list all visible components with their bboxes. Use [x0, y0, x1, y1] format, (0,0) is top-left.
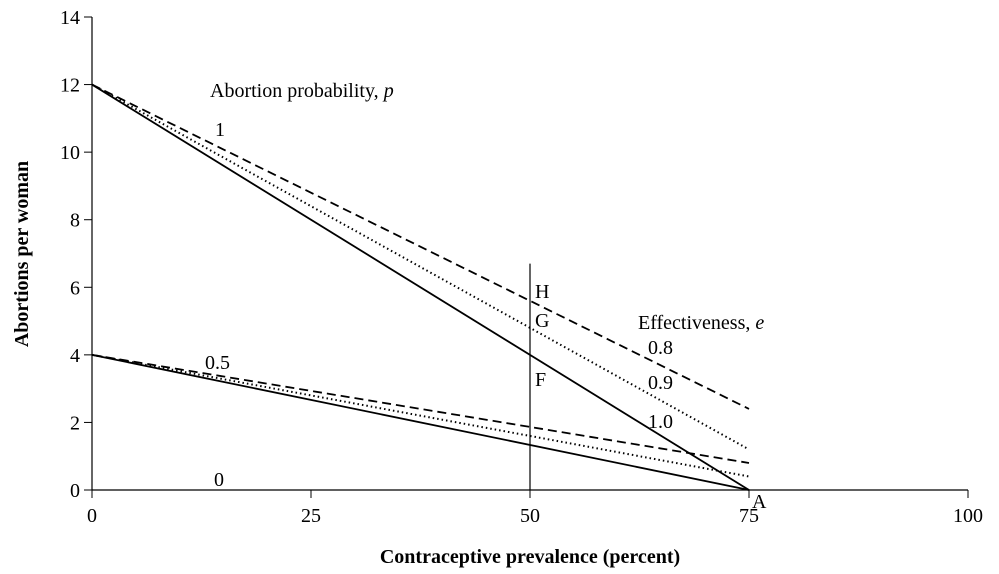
annotation: 1.0	[648, 411, 673, 433]
annotation: G	[535, 310, 549, 332]
annotation: 0.5	[205, 352, 230, 374]
x-tick-label: 50	[520, 505, 540, 527]
annotation-text: 0.8	[648, 337, 673, 359]
annotation-text: F	[535, 369, 546, 391]
x-tick-label: 0	[87, 505, 97, 527]
y-tick-label: 0	[70, 480, 80, 502]
annotation: H	[535, 281, 549, 303]
annotation: Effectiveness, e	[638, 312, 764, 334]
annotation: F	[535, 369, 546, 391]
line-series	[91, 353, 750, 464]
y-tick-label: 4	[70, 345, 80, 367]
annotation: 1	[215, 119, 225, 141]
line-series	[91, 83, 750, 491]
annotation: Abortion probability, p	[210, 80, 394, 102]
annotation-text: G	[535, 310, 549, 332]
x-axis-label: Contraceptive prevalence (percent)	[380, 546, 680, 568]
line-series	[91, 353, 750, 478]
annotation-text: 0.9	[648, 372, 673, 394]
line-series	[91, 353, 750, 491]
x-tick-label: 75	[739, 505, 759, 527]
x-tick-label: 25	[301, 505, 321, 527]
x-tick-label: 100	[953, 505, 983, 527]
y-tick-label: 12	[60, 75, 80, 97]
line-series	[91, 83, 750, 451]
y-tick-label: 8	[70, 210, 80, 232]
y-axis-label: Abortions per woman	[11, 161, 33, 347]
annotation: 0	[214, 469, 224, 491]
y-tick-label: 10	[60, 142, 80, 164]
annotation-text: A	[752, 491, 767, 513]
annotation: 0.9	[648, 372, 673, 394]
annotation-text: Abortion probability,	[210, 80, 384, 102]
annotation-variable: e	[755, 312, 764, 334]
annotation-text: 1	[215, 119, 225, 141]
annotation-text: 1.0	[648, 411, 673, 433]
y-tick-label: 14	[60, 7, 80, 29]
annotation-text: 0	[214, 469, 224, 491]
annotation: 0.8	[648, 337, 673, 359]
annotation: A	[752, 491, 767, 513]
annotation-text: H	[535, 281, 549, 303]
annotation-text: Effectiveness,	[638, 312, 755, 334]
y-tick-label: 2	[70, 412, 80, 434]
annotation-variable: p	[382, 80, 394, 102]
line-series	[91, 83, 750, 410]
y-tick-label: 6	[70, 277, 80, 299]
annotation-text: 0.5	[205, 352, 230, 374]
